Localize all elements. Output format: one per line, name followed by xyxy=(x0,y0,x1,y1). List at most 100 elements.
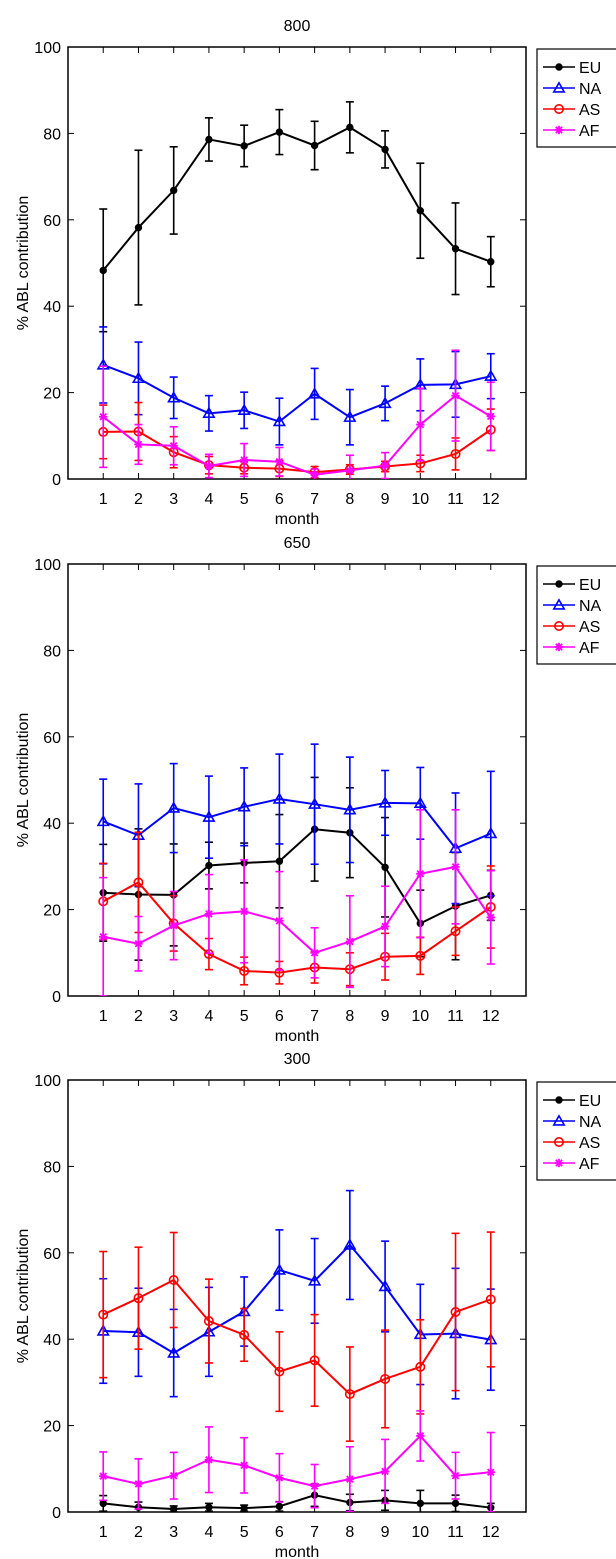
x-tick-label: 7 xyxy=(310,1524,319,1541)
legend-box xyxy=(536,48,616,148)
error-bar xyxy=(345,756,354,864)
legend-marker xyxy=(554,1158,564,1168)
data-point xyxy=(239,1461,249,1470)
data-point xyxy=(99,1471,108,1481)
x-tick-label: 2 xyxy=(134,1524,143,1541)
series-line-EU xyxy=(103,1494,491,1510)
series-line-NA xyxy=(102,797,492,850)
series-AS xyxy=(98,401,496,479)
plot-area xyxy=(96,1189,498,1512)
y-tick-label: 60 xyxy=(43,1246,61,1263)
chart-title: 650 xyxy=(284,535,311,552)
series-line-AF xyxy=(102,394,492,476)
data-point xyxy=(204,461,214,471)
y-tick-label: 40 xyxy=(43,816,61,833)
legend-label: NA xyxy=(579,81,602,98)
error-bar xyxy=(381,769,390,837)
legend-item-EU: EU xyxy=(543,1093,601,1110)
y-tick-label: 40 xyxy=(43,1332,61,1349)
error-bar xyxy=(275,397,284,446)
data-point xyxy=(345,466,355,475)
data-point xyxy=(168,1275,179,1286)
legend-label: AS xyxy=(579,1135,600,1152)
legend-label: NA xyxy=(579,598,602,615)
x-tick-label: 8 xyxy=(345,1524,354,1541)
data-point xyxy=(416,1499,425,1508)
y-tick-label: 100 xyxy=(34,557,61,574)
series-AF xyxy=(99,809,495,996)
error-bar xyxy=(240,1307,249,1363)
error-bar xyxy=(99,1250,108,1379)
data-point xyxy=(380,922,390,931)
legend-item-NA: NA xyxy=(543,81,602,98)
data-point xyxy=(275,1473,284,1483)
data-point xyxy=(343,1238,357,1250)
data-point xyxy=(167,801,181,813)
legend-label: AF xyxy=(579,1156,600,1173)
error-bar xyxy=(204,394,213,432)
data-point xyxy=(96,814,110,827)
data-point xyxy=(275,1502,284,1511)
legend-marker xyxy=(554,125,564,135)
legend-marker xyxy=(553,620,564,631)
data-point xyxy=(169,1505,178,1512)
data-point xyxy=(204,909,214,919)
y-tick-label: 40 xyxy=(43,299,61,316)
data-point xyxy=(167,390,181,403)
x-tick-label: 8 xyxy=(345,491,354,508)
plot-area xyxy=(96,101,498,479)
data-point xyxy=(310,1481,319,1491)
y-tick-label: 20 xyxy=(43,386,61,403)
legend-item-AF: AF xyxy=(543,1156,600,1173)
error-bar xyxy=(345,388,354,446)
data-point xyxy=(486,1468,495,1477)
x-tick-label: 2 xyxy=(134,1008,143,1025)
y-tick-label: 80 xyxy=(43,126,61,143)
series-line-AS xyxy=(103,428,492,474)
x-tick-label: 12 xyxy=(482,1524,500,1541)
series-AS xyxy=(98,1231,496,1442)
data-point xyxy=(169,921,178,930)
data-point xyxy=(205,1503,213,1511)
legend-item-AF: AF xyxy=(543,123,600,140)
data-point xyxy=(346,123,354,132)
data-point xyxy=(205,135,213,144)
y-tick-label: 0 xyxy=(52,989,61,1006)
legend: EU NA AS AF xyxy=(536,48,616,148)
data-point xyxy=(378,1279,392,1292)
series-AF xyxy=(99,349,495,479)
data-point xyxy=(275,857,284,865)
x-tick-label: 1 xyxy=(99,491,108,508)
error-bar xyxy=(204,775,213,859)
x-tick-label: 1 xyxy=(99,1524,108,1541)
legend-marker xyxy=(554,642,564,652)
legend-item-EU: EU xyxy=(543,60,601,77)
data-point xyxy=(451,862,460,872)
y-axis-label: % ABL contribution xyxy=(15,1229,32,1364)
series-NA xyxy=(96,743,498,905)
series-NA xyxy=(96,1189,498,1400)
error-bar xyxy=(381,1329,390,1429)
x-axis-label: month xyxy=(275,1028,319,1045)
legend-marker xyxy=(555,63,563,71)
data-point xyxy=(131,371,146,384)
data-point xyxy=(310,141,319,150)
data-point xyxy=(275,128,284,136)
data-point xyxy=(169,441,178,450)
legend-label: AF xyxy=(579,123,600,140)
data-point xyxy=(275,457,284,466)
data-point xyxy=(239,455,249,465)
data-point xyxy=(310,948,319,957)
error-bar xyxy=(134,1246,143,1350)
series-EU xyxy=(99,101,495,333)
data-point xyxy=(99,266,107,275)
series-line-EU xyxy=(103,828,492,925)
x-tick-label: 4 xyxy=(204,1008,213,1025)
x-tick-label: 6 xyxy=(275,1008,284,1025)
data-point xyxy=(202,810,216,822)
data-point xyxy=(134,440,143,449)
x-tick-label: 11 xyxy=(447,1008,464,1025)
y-tick-label: 0 xyxy=(52,1505,61,1522)
x-tick-label: 12 xyxy=(482,491,500,508)
